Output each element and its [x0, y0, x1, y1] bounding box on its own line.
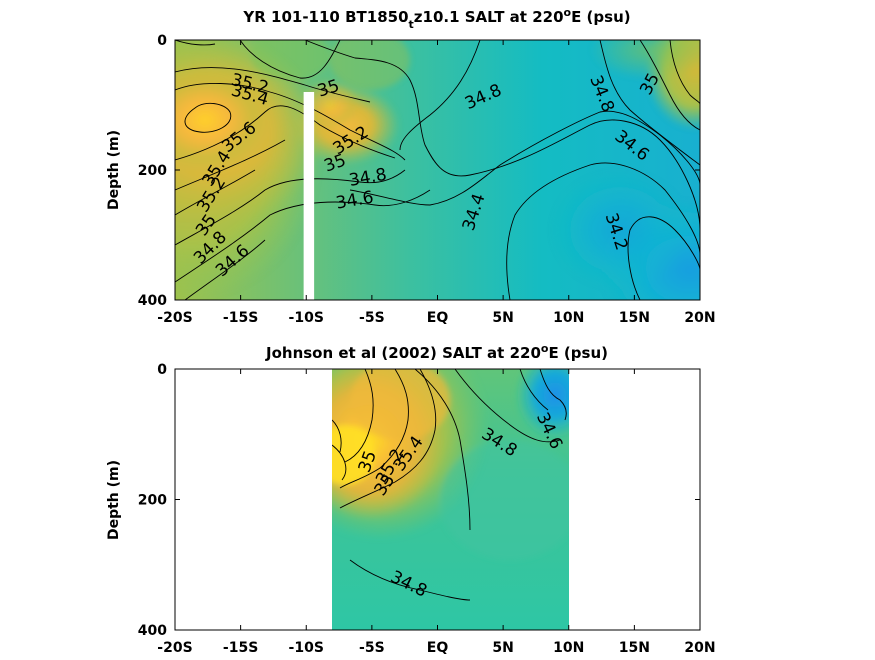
bottom-y-tick-label: 0 [157, 362, 167, 378]
top-y-tick-label: 400 [138, 293, 167, 309]
top-x-tick-label: 15N [619, 310, 650, 326]
top-y-tick-label: 0 [157, 33, 167, 49]
top-x-tick-label: 20N [684, 310, 715, 326]
bottom-y-tick-label: 400 [138, 623, 167, 639]
top-panel-title: YR 101-110 BT1850tz10.1 SALT at 220oE (p… [242, 6, 630, 31]
bottom-x-tick-label: -20S [157, 640, 192, 656]
top-x-tick-label: 5N [492, 310, 513, 326]
bottom-x-tick-label: -15S [223, 640, 258, 656]
bottom-y-axis-label: Depth (m) [106, 460, 122, 540]
bottom-panel: Johnson et al (2002) SALT at 220oE (psu) [106, 342, 716, 656]
top-x-tick-label: -5S [359, 310, 385, 326]
top-y-axis-label: Depth (m) [106, 130, 122, 210]
bottom-x-tick-label: 15N [619, 640, 650, 656]
top-x-tick-label: -15S [223, 310, 258, 326]
top-axis-ticks: -20S -15S -10S -5S EQ 5N 10N 15N 20N 0 200 400 [138, 33, 716, 326]
top-x-tick-label: -10S [289, 310, 324, 326]
bottom-contour-lines [332, 369, 567, 601]
bottom-panel-title: Johnson et al (2002) SALT at 220oE (psu) [265, 342, 608, 362]
bottom-x-tick-label: EQ [427, 640, 449, 656]
bottom-x-tick-label: 5N [492, 640, 513, 656]
bottom-x-tick-label: -10S [289, 640, 324, 656]
top-contour-lines [175, 40, 700, 300]
top-x-tick-label: EQ [427, 310, 449, 326]
top-y-tick-label: 200 [138, 163, 167, 179]
top-panel: YR 101-110 BT1850tz10.1 SALT at 220oE (p… [106, 6, 716, 326]
top-x-tick-label: 10N [553, 310, 584, 326]
bottom-axis-ticks: -20S -15S -10S -5S EQ 5N 10N 15N 20N 0 200 400 [138, 362, 716, 656]
bottom-y-tick-label: 200 [138, 493, 167, 509]
bottom-x-tick-label: 20N [684, 640, 715, 656]
top-x-tick-label: -20S [157, 310, 192, 326]
top-missing-data-gap [303, 92, 315, 300]
bottom-x-tick-label: -5S [359, 640, 385, 656]
bottom-x-tick-label: 10N [553, 640, 584, 656]
